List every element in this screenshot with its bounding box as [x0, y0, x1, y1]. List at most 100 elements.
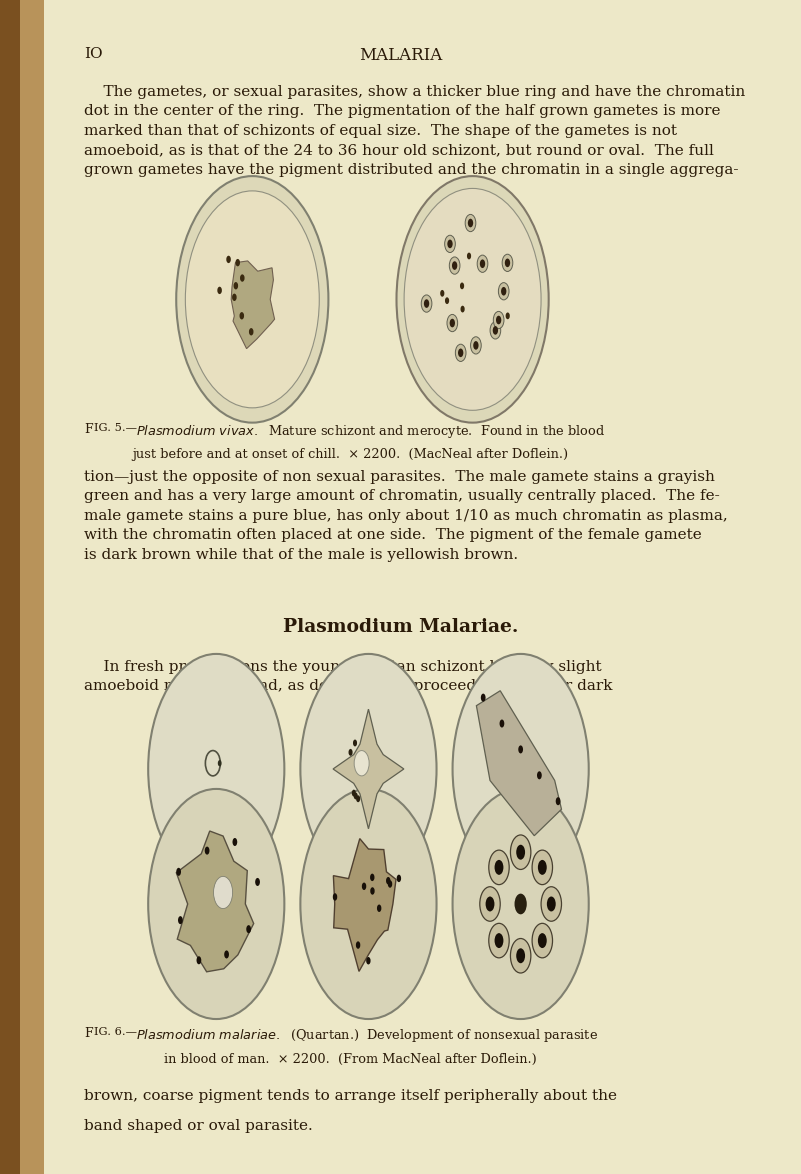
Ellipse shape — [494, 933, 503, 949]
Ellipse shape — [354, 792, 358, 799]
Ellipse shape — [500, 720, 505, 728]
Ellipse shape — [388, 880, 392, 888]
Ellipse shape — [185, 191, 320, 407]
Ellipse shape — [498, 283, 509, 299]
Ellipse shape — [485, 897, 494, 911]
Ellipse shape — [501, 286, 506, 296]
Ellipse shape — [455, 344, 466, 362]
Ellipse shape — [232, 838, 237, 846]
Text: F: F — [84, 423, 93, 436]
Ellipse shape — [467, 252, 471, 259]
Ellipse shape — [447, 239, 453, 248]
Ellipse shape — [494, 859, 503, 875]
Text: brown, coarse pigment tends to arrange itself peripherally about the: brown, coarse pigment tends to arrange i… — [84, 1089, 617, 1104]
Text: The gametes, or sexual parasites, show a thicker blue ring and have the chromati: The gametes, or sexual parasites, show a… — [84, 85, 746, 176]
Ellipse shape — [239, 312, 244, 319]
Polygon shape — [231, 261, 275, 349]
Ellipse shape — [460, 283, 464, 289]
Ellipse shape — [235, 259, 240, 266]
Polygon shape — [333, 838, 396, 971]
Ellipse shape — [447, 315, 457, 332]
Ellipse shape — [480, 259, 485, 268]
Ellipse shape — [218, 760, 222, 767]
Ellipse shape — [356, 942, 360, 949]
Ellipse shape — [224, 951, 229, 958]
Ellipse shape — [227, 256, 231, 263]
Ellipse shape — [473, 342, 478, 350]
Ellipse shape — [354, 750, 369, 776]
Ellipse shape — [370, 873, 375, 882]
Ellipse shape — [505, 258, 510, 268]
Ellipse shape — [205, 846, 210, 855]
Ellipse shape — [477, 255, 488, 272]
Polygon shape — [477, 690, 562, 836]
Ellipse shape — [148, 654, 284, 884]
Text: IO: IO — [84, 47, 103, 61]
Ellipse shape — [532, 923, 553, 958]
Text: IG. 6.—: IG. 6.— — [94, 1027, 137, 1038]
Ellipse shape — [445, 235, 455, 252]
Ellipse shape — [445, 297, 449, 304]
Ellipse shape — [348, 749, 352, 756]
Ellipse shape — [396, 176, 549, 423]
Text: $\it{Plasmodium\ vivax.}$  Mature schizont and merocyte.  Found in the blood: $\it{Plasmodium\ vivax.}$ Mature schizon… — [136, 423, 606, 439]
Ellipse shape — [352, 790, 356, 796]
Ellipse shape — [502, 255, 513, 271]
Ellipse shape — [458, 349, 463, 357]
Ellipse shape — [518, 745, 523, 754]
Ellipse shape — [178, 916, 183, 924]
Ellipse shape — [493, 326, 498, 335]
Ellipse shape — [214, 876, 232, 909]
Text: IG. 5.—: IG. 5.— — [94, 423, 137, 433]
Text: F: F — [84, 1027, 93, 1040]
Ellipse shape — [449, 318, 455, 328]
Ellipse shape — [537, 771, 541, 780]
Ellipse shape — [300, 654, 437, 884]
FancyBboxPatch shape — [0, 0, 44, 1174]
Ellipse shape — [234, 282, 238, 290]
Ellipse shape — [377, 904, 381, 912]
Ellipse shape — [490, 322, 501, 339]
Ellipse shape — [480, 886, 500, 922]
Ellipse shape — [449, 257, 460, 275]
Ellipse shape — [514, 893, 527, 915]
Ellipse shape — [538, 933, 547, 949]
Ellipse shape — [453, 789, 589, 1019]
Ellipse shape — [496, 316, 501, 324]
Ellipse shape — [556, 797, 561, 805]
Ellipse shape — [421, 295, 432, 312]
Ellipse shape — [461, 305, 465, 312]
Ellipse shape — [532, 850, 553, 885]
Text: In fresh preparations the young quartan schizont has only slight
amoeboid moveme: In fresh preparations the young quartan … — [84, 660, 613, 694]
Ellipse shape — [300, 789, 437, 1019]
Ellipse shape — [176, 176, 328, 423]
Ellipse shape — [217, 286, 222, 294]
Text: MALARIA: MALARIA — [359, 47, 442, 63]
Ellipse shape — [468, 218, 473, 228]
Ellipse shape — [332, 893, 337, 900]
Ellipse shape — [176, 868, 181, 876]
Text: tion—just the opposite of non sexual parasites.  The male gamete stains a grayis: tion—just the opposite of non sexual par… — [84, 470, 728, 561]
Text: band shaped or oval parasite.: band shaped or oval parasite. — [84, 1119, 313, 1133]
Polygon shape — [176, 831, 254, 972]
FancyBboxPatch shape — [0, 0, 20, 1174]
Ellipse shape — [362, 883, 366, 890]
Ellipse shape — [516, 845, 525, 859]
Ellipse shape — [489, 850, 509, 885]
Ellipse shape — [404, 188, 541, 411]
Ellipse shape — [516, 949, 525, 963]
Ellipse shape — [510, 835, 531, 870]
Ellipse shape — [353, 740, 357, 747]
Ellipse shape — [510, 938, 531, 973]
Ellipse shape — [470, 337, 481, 355]
Text: just before and at onset of chill.  × 2200.  (MacNeal after Doflein.): just before and at onset of chill. × 220… — [132, 448, 568, 461]
Text: Plasmodium Malariae.: Plasmodium Malariae. — [283, 618, 518, 635]
Ellipse shape — [396, 875, 401, 882]
Ellipse shape — [366, 957, 371, 965]
Ellipse shape — [452, 262, 457, 270]
Ellipse shape — [465, 215, 476, 231]
Text: in blood of man.  × 2200.  (From MacNeal after Doflein.): in blood of man. × 2200. (From MacNeal a… — [164, 1053, 537, 1066]
Ellipse shape — [370, 888, 375, 895]
Ellipse shape — [246, 925, 251, 933]
Ellipse shape — [505, 312, 509, 319]
